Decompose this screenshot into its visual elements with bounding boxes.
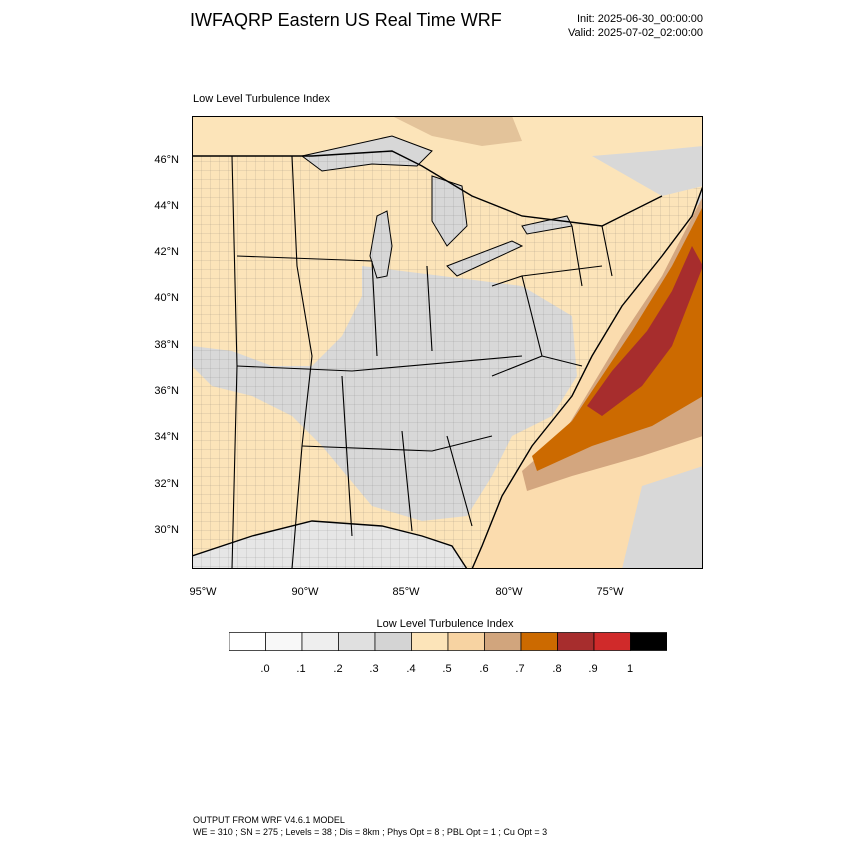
- colorbar-swatch: [593, 632, 631, 651]
- lat-label: 46°N: [154, 154, 179, 166]
- lon-label: 75°W: [596, 586, 624, 598]
- lon-label: 85°W: [392, 586, 420, 598]
- canada-tan-patch: [392, 116, 522, 146]
- canada-land: [192, 116, 703, 226]
- colorbar-label: .3: [369, 663, 379, 675]
- coastlines: [192, 150, 703, 569]
- colorbar-label: .2: [333, 663, 343, 675]
- colorbar-swatch: [520, 632, 558, 651]
- footer-model: OUTPUT FROM WRF V4.6.1 MODEL: [193, 815, 345, 825]
- canada-grey-patch: [592, 146, 703, 206]
- colorbar-label: .8: [552, 663, 562, 675]
- colorbar-swatch: [265, 632, 303, 651]
- lat-label: 40°N: [154, 292, 179, 304]
- footer-config: WE = 310 ; SN = 275 ; Levels = 38 ; Dis …: [193, 827, 548, 837]
- colorbar-label: 1: [626, 663, 634, 675]
- very-high-turbulence-region: [587, 246, 703, 416]
- init-time: Init: 2025-06-30_00:00:00: [577, 13, 703, 25]
- lat-label: 44°N: [154, 200, 179, 212]
- lat-label: 32°N: [154, 478, 179, 490]
- grey-offshore-patch: [622, 466, 703, 569]
- lat-label: 42°N: [154, 246, 179, 258]
- colorbar: [229, 632, 667, 651]
- colorbar-label: .5: [442, 663, 452, 675]
- lat-label: 34°N: [154, 431, 179, 443]
- colorbar-label: .9: [588, 663, 598, 675]
- state-boundaries: [231, 155, 613, 569]
- colorbar-swatch: [447, 632, 485, 651]
- lat-label: 38°N: [154, 339, 179, 351]
- chart-title: IWFAQRP Eastern US Real Time WRF: [190, 10, 502, 30]
- colorbar-label: .6: [479, 663, 489, 675]
- colorbar-swatch: [229, 632, 266, 651]
- colorbar-swatch: [630, 632, 667, 651]
- colorbar-swatch: [411, 632, 449, 651]
- lat-label: 36°N: [154, 385, 179, 397]
- lon-label: 90°W: [291, 586, 319, 598]
- high-turbulence-region: [532, 206, 703, 471]
- colorbar-title: Low Level Turbulence Index: [376, 618, 514, 630]
- colorbar-label: .4: [406, 663, 416, 675]
- colorbar-swatch: [484, 632, 522, 651]
- colorbar-swatch: [338, 632, 376, 651]
- lon-label: 95°W: [189, 586, 217, 598]
- colorbar-swatch: [374, 632, 412, 651]
- lat-label: 30°N: [154, 524, 179, 536]
- lon-label: 80°W: [495, 586, 523, 598]
- valid-time: Valid: 2025-07-02_02:00:00: [568, 27, 703, 39]
- turbulence-map: [192, 116, 703, 569]
- colorbar-label: .7: [515, 663, 525, 675]
- colorbar-swatch: [557, 632, 595, 651]
- colorbar-label: .0: [260, 663, 270, 675]
- colorbar-swatch: [301, 632, 339, 651]
- colorbar-label: .1: [296, 663, 306, 675]
- county-lines: [192, 151, 703, 569]
- map-subtitle: Low Level Turbulence Index: [193, 93, 330, 105]
